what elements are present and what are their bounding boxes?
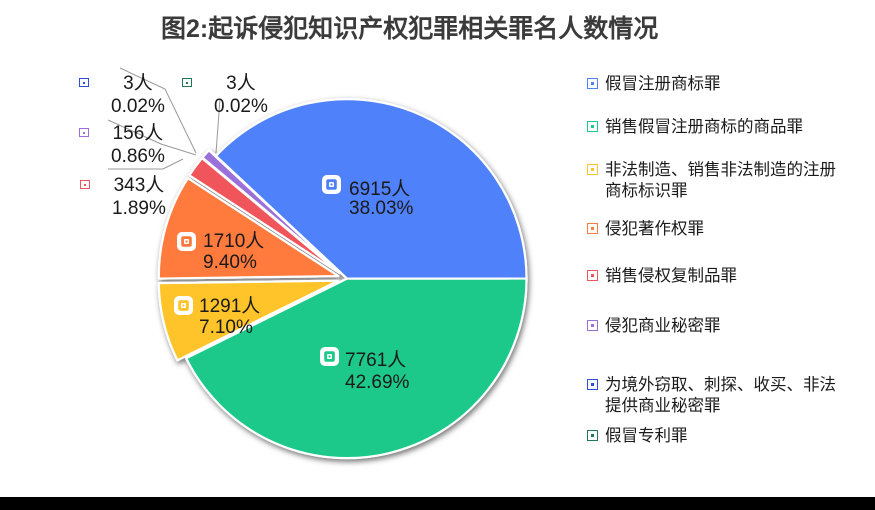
svg-text:6915人: 6915人 [349,178,410,200]
svg-text:7.10%: 7.10% [199,317,253,338]
svg-text:1710人: 1710人 [203,230,264,252]
svg-text:42.69%: 42.69% [345,372,410,393]
svg-text:38.03%: 38.03% [349,198,414,219]
svg-text:1291人: 1291人 [199,295,260,317]
svg-text:9.40%: 9.40% [203,252,257,273]
svg-text:7761人: 7761人 [345,349,406,371]
